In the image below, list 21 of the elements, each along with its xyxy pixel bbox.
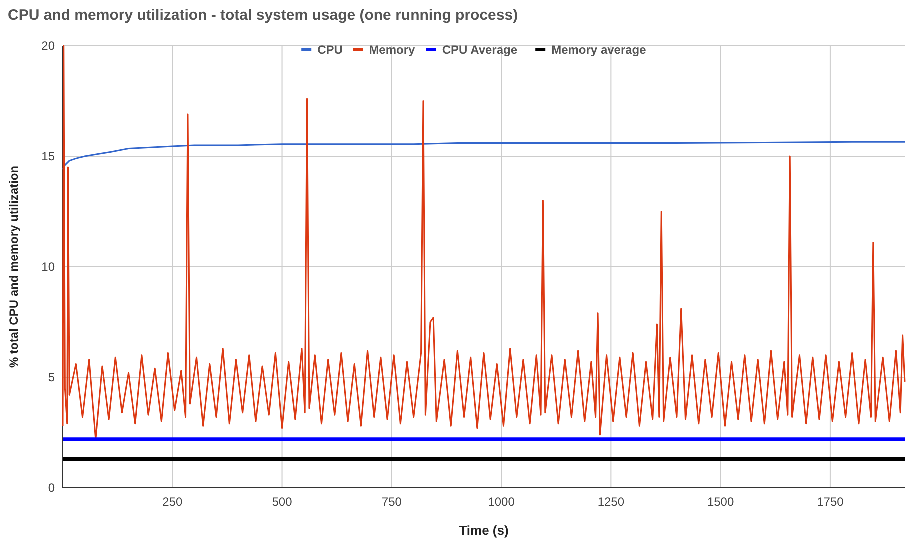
y-tick-label: 15 [42, 150, 56, 164]
y-axis-title: % total CPU and memory utilization [7, 166, 21, 368]
x-tick-label: 1000 [488, 495, 516, 509]
x-tick-label: 1750 [817, 495, 844, 509]
x-tick-label: 500 [272, 495, 293, 509]
line-series [62, 45, 906, 440]
x-tick-label: 250 [162, 495, 183, 509]
x-axis-title: Time (s) [459, 523, 509, 538]
y-tick-label: 10 [42, 260, 56, 274]
y-tick-label: 20 [42, 39, 56, 53]
y-tick-label: 0 [48, 481, 56, 495]
legend-label: Memory [369, 43, 416, 57]
legend-label: CPU Average [442, 43, 518, 57]
legend-label: CPU [318, 43, 343, 57]
legend-label: Memory average [552, 43, 647, 57]
x-tick-label: 1500 [707, 495, 734, 509]
x-tick-label: 1250 [598, 495, 625, 509]
y-tick-label: 5 [48, 370, 56, 384]
chart-title: CPU and memory utilization - total system usage (one running process) [8, 7, 518, 24]
line-series [62, 141, 906, 171]
x-tick-label: 750 [382, 495, 402, 509]
